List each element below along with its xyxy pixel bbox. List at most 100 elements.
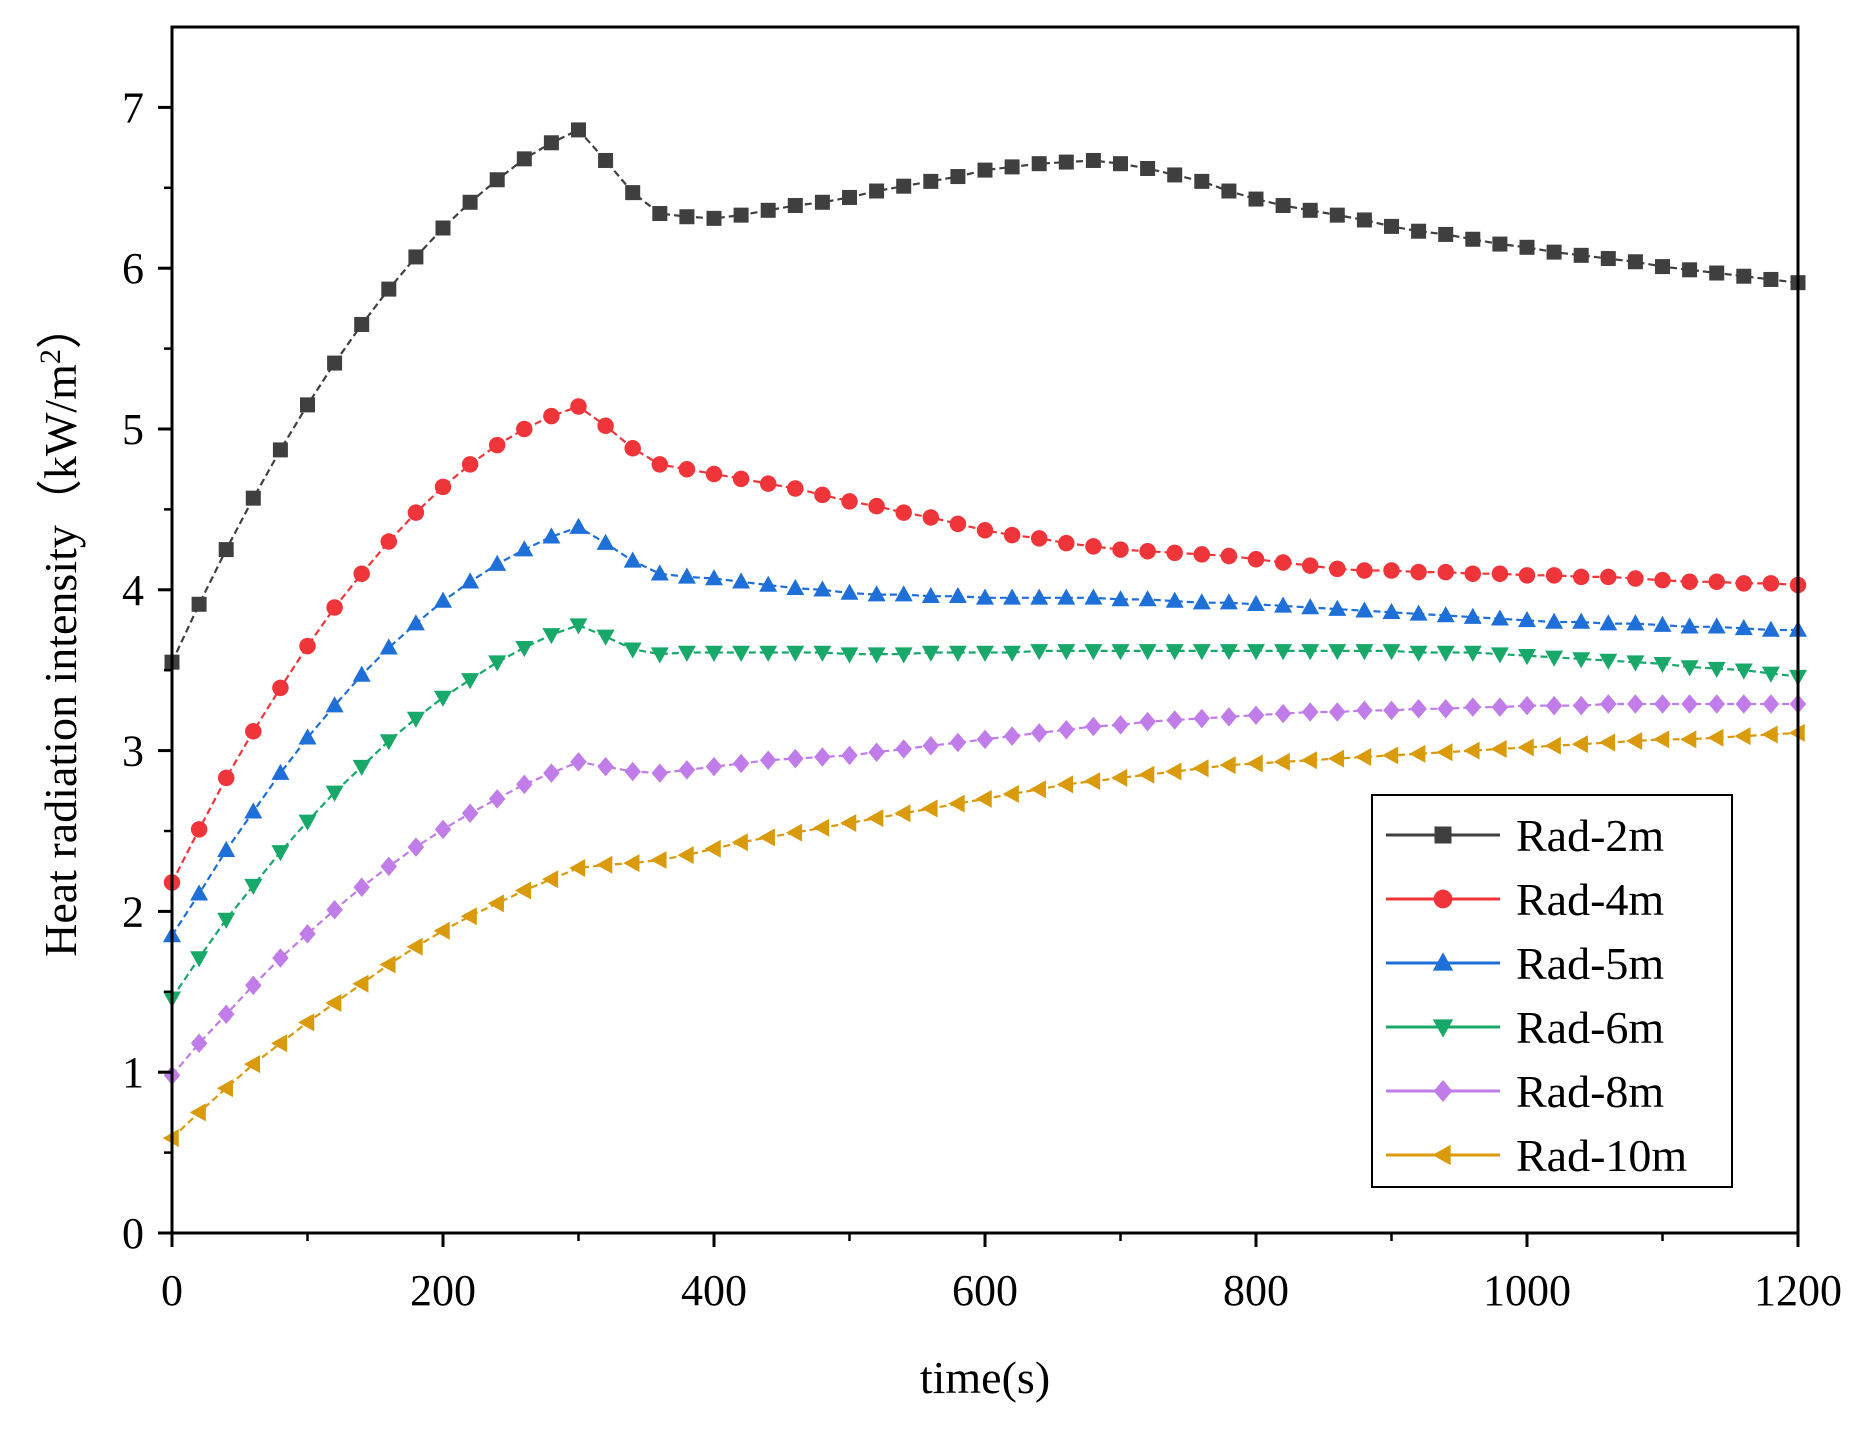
data-point <box>1138 765 1155 784</box>
y-axis-title-main: Heat radiation intensity（kW/m <box>35 364 86 957</box>
data-point <box>1761 620 1780 637</box>
data-point <box>894 585 913 602</box>
data-point <box>191 596 207 612</box>
data-point <box>1275 197 1291 213</box>
data-point <box>1707 728 1724 747</box>
data-point <box>786 578 805 595</box>
data-point <box>460 907 477 926</box>
series-layer <box>162 122 1807 1148</box>
data-point <box>190 884 209 901</box>
data-point <box>894 804 911 823</box>
data-point <box>840 813 857 832</box>
data-point <box>272 679 289 697</box>
data-point <box>1193 708 1211 729</box>
data-point <box>1545 695 1563 716</box>
data-point <box>569 618 588 635</box>
data-point <box>1004 159 1020 175</box>
data-point <box>1058 534 1075 552</box>
data-point <box>218 542 234 558</box>
data-point <box>433 921 450 940</box>
data-point <box>814 194 830 210</box>
data-point <box>298 728 317 745</box>
data-point <box>1030 530 1048 547</box>
data-point <box>976 645 994 662</box>
data-point <box>462 194 478 210</box>
data-point <box>841 493 858 510</box>
data-point <box>1382 644 1401 661</box>
data-point <box>1518 610 1536 628</box>
data-point <box>1111 590 1130 607</box>
data-point <box>921 645 940 662</box>
data-point <box>705 465 723 483</box>
legend-marker <box>1433 1079 1453 1103</box>
data-point <box>1113 156 1128 172</box>
data-point <box>923 173 939 189</box>
data-point <box>732 470 750 488</box>
data-point <box>1301 598 1320 615</box>
data-point <box>868 742 885 762</box>
data-point <box>1518 695 1536 716</box>
data-point <box>705 569 723 586</box>
data-point <box>271 1034 288 1053</box>
data-point <box>867 809 884 828</box>
data-point <box>1274 703 1292 724</box>
legend-marker <box>1432 1144 1451 1166</box>
data-point <box>624 440 641 457</box>
data-point <box>1002 785 1019 804</box>
data-point <box>787 197 803 213</box>
data-point <box>325 785 344 802</box>
data-point <box>651 763 669 783</box>
data-point <box>732 645 751 662</box>
x-tick-label: 1200 <box>1754 1266 1842 1315</box>
data-point <box>543 407 560 425</box>
data-point <box>1167 167 1183 183</box>
data-point <box>869 183 885 199</box>
data-point <box>1221 183 1237 199</box>
series-rad-2m <box>164 122 1806 670</box>
data-point <box>1355 601 1374 618</box>
data-point <box>1438 226 1454 242</box>
data-point <box>1735 575 1753 592</box>
data-point <box>1084 644 1103 661</box>
data-point <box>814 486 831 504</box>
data-point <box>1301 644 1320 661</box>
data-point <box>948 794 965 813</box>
data-point <box>543 763 560 783</box>
data-point <box>596 855 613 874</box>
data-point <box>1545 650 1564 667</box>
data-point <box>217 769 235 787</box>
data-point <box>488 554 507 571</box>
data-point <box>271 763 290 780</box>
legend-marker <box>1434 826 1452 844</box>
y-tick-label: 3 <box>122 727 144 776</box>
data-point <box>1382 746 1399 765</box>
data-point <box>948 586 967 603</box>
data-point <box>216 1079 233 1098</box>
data-point <box>1545 612 1564 629</box>
data-point <box>1707 661 1726 678</box>
data-point <box>190 821 208 838</box>
data-point <box>1058 719 1075 740</box>
data-point <box>245 490 261 506</box>
data-point <box>624 761 641 782</box>
data-point <box>1762 694 1780 714</box>
data-point <box>1734 663 1753 680</box>
data-point <box>1762 575 1780 592</box>
data-point <box>1736 268 1752 284</box>
data-point <box>1112 541 1129 558</box>
data-point <box>1491 697 1509 717</box>
data-point <box>514 881 532 900</box>
data-point <box>1220 547 1238 565</box>
data-point <box>1057 644 1076 661</box>
data-point <box>1653 615 1672 632</box>
data-point <box>381 281 397 297</box>
data-point <box>1519 239 1535 255</box>
legend-label: Rad-10m <box>1516 1130 1687 1181</box>
data-point <box>1030 723 1048 743</box>
data-point <box>1085 152 1101 168</box>
data-point <box>1003 588 1022 605</box>
data-point <box>406 711 425 728</box>
legend-label: Rad-8m <box>1516 1066 1664 1117</box>
data-point <box>1139 542 1156 560</box>
data-point <box>406 614 425 631</box>
